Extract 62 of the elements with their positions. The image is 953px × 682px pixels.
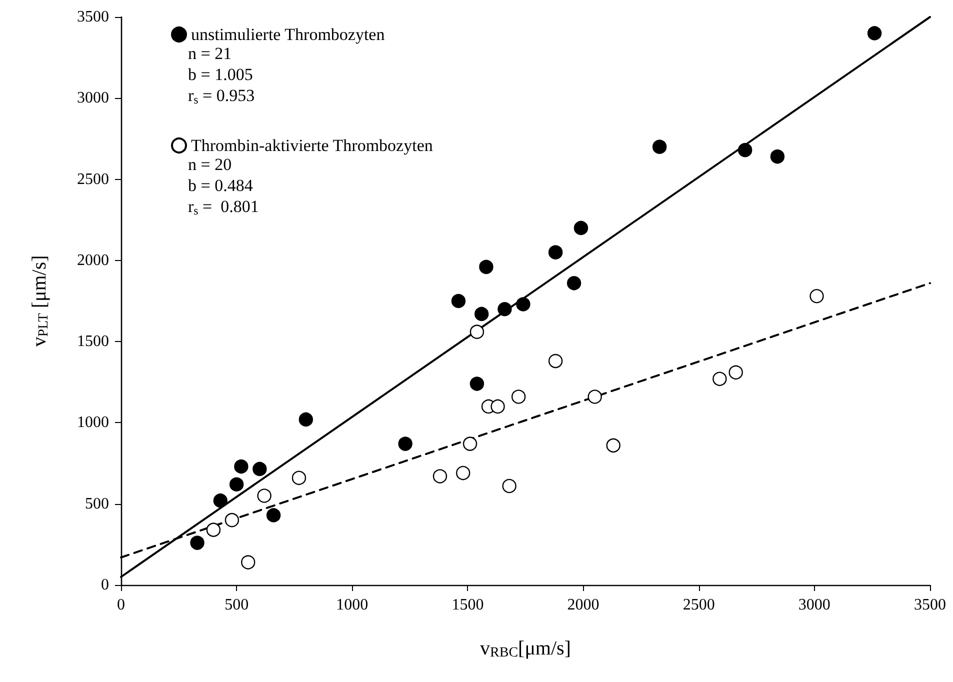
point [574,220,588,236]
point [479,260,494,274]
legend-label: Thrombin-aktivierte Thrombozyten [191,136,434,155]
point [606,438,620,453]
point [810,289,824,304]
x-tick-label: 3500 [914,596,946,614]
point [266,508,281,522]
x-tick-label: 500 [224,596,249,614]
point [548,354,563,368]
annotation: n = 20 [188,155,232,174]
x-tick-label: 2500 [682,596,715,614]
point [213,494,228,508]
annotation: b = 0.484 [188,176,254,195]
point [398,436,412,451]
point [770,149,785,164]
point [298,412,314,427]
point [190,536,204,550]
y-tick-label: 1500 [77,333,109,350]
y-tick-label: 1000 [77,414,109,432]
point [470,324,484,339]
point [728,365,743,380]
point [462,436,478,451]
point [252,462,267,476]
point [234,459,248,474]
point [588,390,602,404]
x-tick-label: 0 [117,596,125,614]
point [474,306,489,322]
y-tick-label: 500 [85,495,109,512]
point [224,512,240,528]
y-tick-label: 3000 [77,90,109,107]
point [738,142,752,158]
point [548,245,563,260]
y-tick-label: 3500 [77,8,109,26]
x-tick-label: 1500 [452,596,484,614]
point [257,488,272,503]
x-tick-label: 1000 [336,596,368,614]
y-tick-label: 2000 [77,252,109,269]
point [206,522,221,537]
point [652,140,667,154]
annotation: n = 21 [188,44,232,63]
point [229,477,244,492]
point [432,469,448,484]
point [241,555,256,570]
point [451,294,466,308]
legend-label: unstimulierte Thrombozyten [191,25,386,44]
point [511,390,526,404]
point [498,302,512,316]
point [456,466,470,480]
point [516,297,530,312]
point [566,276,582,290]
point [490,399,505,414]
point [867,26,882,40]
point [470,376,484,391]
x-tick-label: 2000 [567,596,600,614]
y-tick-label: 2500 [77,170,109,188]
point [502,478,516,494]
y-axis-title: vPLT [μm/s] [28,255,52,347]
point [292,470,306,485]
x-tick-label: 3000 [798,596,830,614]
point [712,372,727,386]
annotation: b = 1.005 [188,65,253,84]
y-tick-label: 0 [101,576,109,594]
